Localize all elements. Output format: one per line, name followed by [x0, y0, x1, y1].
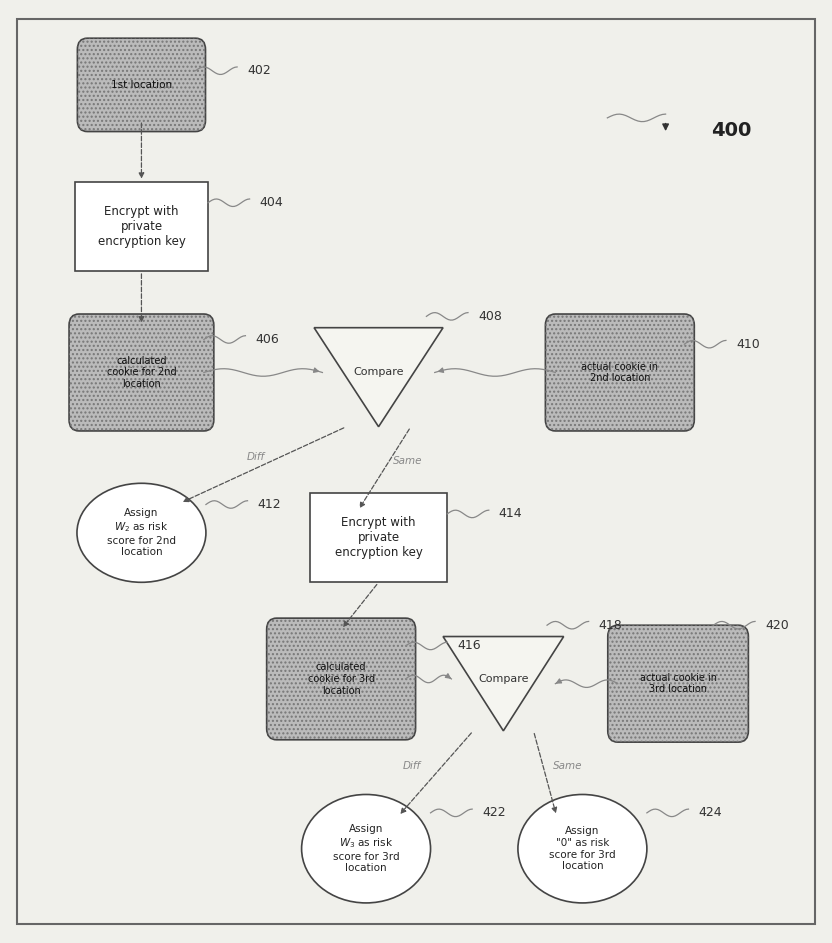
Text: 424: 424	[699, 806, 722, 819]
Text: Encrypt with
private
encryption key: Encrypt with private encryption key	[334, 516, 423, 559]
Text: 422: 422	[483, 806, 506, 819]
Text: 418: 418	[599, 619, 622, 632]
Text: 402: 402	[247, 64, 271, 77]
Ellipse shape	[301, 794, 431, 903]
Text: 404: 404	[260, 196, 284, 209]
Text: Assign
"0" as risk
score for 3rd
location: Assign "0" as risk score for 3rd locatio…	[549, 826, 616, 871]
FancyBboxPatch shape	[607, 625, 749, 742]
Text: Same: Same	[393, 456, 422, 466]
Ellipse shape	[77, 483, 206, 582]
Text: Diff: Diff	[246, 453, 265, 462]
FancyBboxPatch shape	[69, 314, 214, 431]
Text: 400: 400	[711, 121, 752, 140]
FancyBboxPatch shape	[266, 619, 415, 739]
Text: Diff: Diff	[403, 761, 421, 770]
Text: 416: 416	[458, 639, 481, 653]
Ellipse shape	[518, 794, 647, 903]
Text: 1st location: 1st location	[111, 80, 172, 90]
Text: 406: 406	[255, 333, 280, 346]
Text: Compare: Compare	[478, 674, 528, 684]
Text: Assign
$W_3$ as risk
score for 3rd
location: Assign $W_3$ as risk score for 3rd locat…	[333, 824, 399, 873]
FancyBboxPatch shape	[75, 181, 208, 271]
FancyBboxPatch shape	[77, 38, 206, 131]
Text: 410: 410	[736, 338, 760, 351]
Text: 408: 408	[478, 310, 502, 323]
Text: Same: Same	[553, 761, 583, 770]
Text: 420: 420	[765, 619, 789, 632]
Polygon shape	[443, 637, 564, 731]
Text: 412: 412	[258, 498, 281, 511]
Text: calculated
cookie for 2nd
location: calculated cookie for 2nd location	[106, 356, 176, 389]
FancyBboxPatch shape	[546, 314, 694, 431]
Polygon shape	[314, 327, 443, 426]
Text: actual cookie in
2nd location: actual cookie in 2nd location	[582, 362, 658, 383]
Text: Compare: Compare	[354, 368, 404, 377]
Text: actual cookie in
3rd location: actual cookie in 3rd location	[640, 673, 716, 694]
Text: calculated
cookie for 3rd
location: calculated cookie for 3rd location	[308, 662, 374, 696]
FancyBboxPatch shape	[310, 492, 448, 582]
Text: Encrypt with
private
encryption key: Encrypt with private encryption key	[97, 205, 186, 248]
Text: Assign
$W_2$ as risk
score for 2nd
location: Assign $W_2$ as risk score for 2nd locat…	[107, 508, 176, 557]
Text: 414: 414	[499, 507, 522, 521]
